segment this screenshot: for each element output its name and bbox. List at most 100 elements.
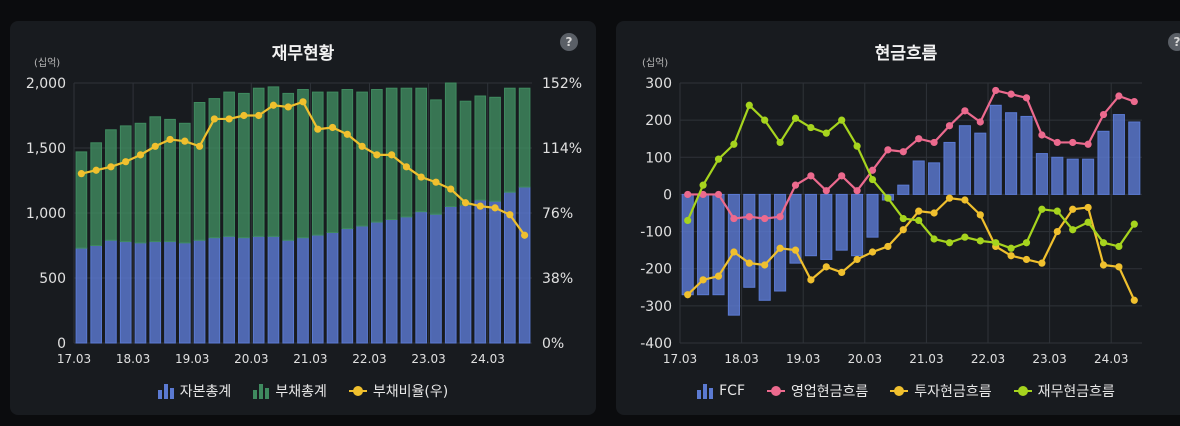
x-tick-label: 20.03	[848, 352, 882, 366]
x-tick-label: 19.03	[786, 352, 820, 366]
x-tick-label: 24.03	[470, 352, 504, 366]
bar	[311, 234, 324, 344]
bar	[400, 216, 413, 344]
panel-title: 현금흐름	[874, 44, 938, 64]
data-point	[807, 276, 815, 284]
data-point	[807, 123, 815, 132]
data-point	[476, 202, 484, 210]
y-tick-label: 1,000	[26, 206, 66, 222]
y2-tick-label: 0%	[542, 336, 564, 352]
data-point	[166, 135, 174, 144]
panel-title: 재무현황	[271, 44, 335, 64]
data-point	[838, 116, 846, 124]
y-tick-label: 300	[645, 76, 672, 92]
bar	[459, 204, 472, 344]
line-marker-icon	[1013, 385, 1032, 397]
bar	[252, 235, 265, 344]
y-tick-label: -200	[640, 262, 672, 278]
bar	[223, 235, 235, 344]
data-point	[1022, 255, 1031, 264]
bar	[149, 241, 162, 344]
data-point	[1069, 138, 1077, 147]
bar	[105, 239, 117, 344]
data-point	[899, 214, 907, 223]
data-point	[1099, 261, 1108, 269]
y-tick-label: -400	[640, 336, 672, 352]
help-icon[interactable]: ?	[1168, 33, 1180, 51]
bar	[282, 239, 295, 344]
data-point	[853, 187, 861, 195]
data-point	[447, 185, 455, 193]
cash-flow-chart: -400 -300 -200 -100 0 100 200 300 17.03 18.03 19.0…	[640, 76, 1142, 366]
legend-item[interactable]: 영업현금흐름	[767, 381, 868, 401]
x-tick-label: 18.03	[116, 352, 150, 366]
y-tick-label: 500	[39, 271, 66, 287]
data-point	[1053, 207, 1061, 215]
data-point	[1084, 203, 1092, 212]
bar	[489, 96, 501, 202]
x-tick-label: 18.03	[724, 352, 758, 366]
data-point	[181, 137, 189, 145]
data-point	[284, 103, 292, 111]
bar	[119, 241, 132, 344]
data-point	[853, 255, 861, 264]
legend-item[interactable]: 부채비율(우)	[348, 381, 448, 401]
help-icon[interactable]: ?	[560, 33, 578, 51]
data-point	[1022, 94, 1031, 102]
legend-item[interactable]: 투자현금흐름	[890, 381, 992, 401]
data-point	[976, 211, 984, 219]
data-point	[699, 276, 707, 284]
legend-item[interactable]: FCF	[697, 381, 745, 401]
series-line	[684, 86, 1138, 223]
data-point	[714, 155, 723, 163]
data-point	[461, 199, 470, 207]
bar	[356, 225, 368, 344]
y-tick-label: 0	[663, 187, 672, 203]
series-line	[77, 98, 529, 239]
bar	[1097, 130, 1110, 195]
bar	[267, 86, 280, 237]
data-point	[761, 116, 769, 124]
legend-item[interactable]: 부채총계	[253, 381, 327, 401]
data-point	[776, 213, 784, 221]
bar	[252, 87, 265, 237]
data-point	[945, 122, 954, 130]
bar	[958, 125, 971, 195]
bar	[341, 89, 354, 230]
data-point	[761, 261, 769, 269]
data-point	[745, 213, 753, 221]
unit-label: (십억)	[34, 58, 61, 69]
data-point	[699, 190, 707, 199]
unit-label: (십억)	[642, 58, 669, 69]
bar	[297, 89, 309, 239]
y-tick-label: 0	[57, 336, 66, 352]
bar	[75, 247, 88, 344]
data-point	[899, 148, 907, 156]
data-point	[853, 142, 861, 150]
x-tick-label: 21.03	[293, 352, 327, 366]
data-point	[240, 111, 248, 120]
data-point	[745, 259, 753, 267]
bar	[326, 232, 339, 344]
bar	[430, 213, 442, 344]
data-point	[77, 170, 85, 178]
data-point	[930, 138, 938, 147]
data-point	[791, 181, 800, 189]
legend-item[interactable]: 재무현금흐름	[1013, 381, 1115, 401]
data-point	[961, 196, 969, 204]
bar	[1005, 112, 1018, 195]
line-marker-icon	[348, 385, 367, 397]
legend-item[interactable]: 자본총계	[157, 381, 231, 401]
data-point	[899, 226, 907, 234]
cash-flow-panel: 현금흐름 ? (십억) -400 -300 -200 -100 0 100 200 300 17…	[616, 21, 1180, 415]
data-point	[1115, 263, 1123, 271]
bar	[238, 237, 250, 344]
bar	[989, 104, 1002, 195]
bar	[928, 162, 941, 195]
data-point	[822, 263, 830, 271]
data-point	[915, 216, 923, 225]
bar	[851, 193, 864, 257]
y-tick-label: 1,500	[26, 141, 66, 157]
y-tick-label: 200	[645, 113, 672, 129]
data-point	[699, 181, 707, 189]
